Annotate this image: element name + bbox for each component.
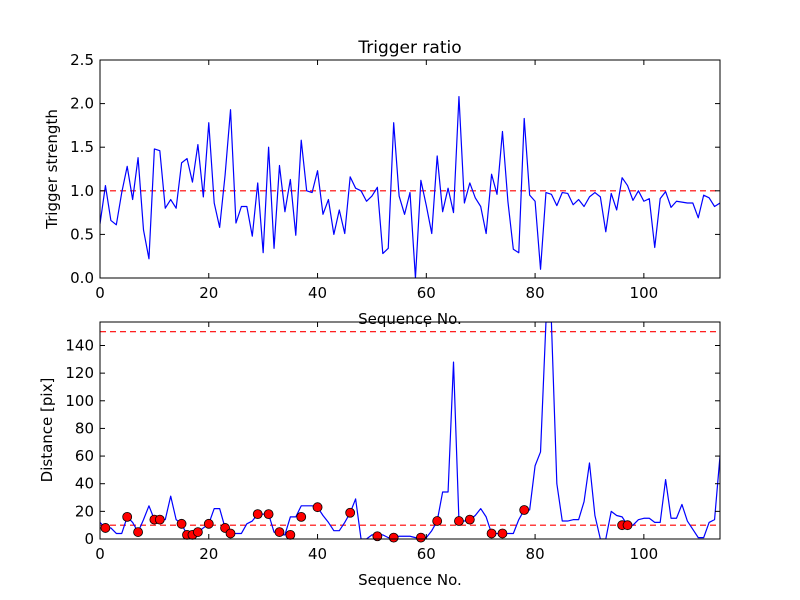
- top-x-tick-label: 100: [630, 284, 659, 302]
- bottom-y-tick-label: 20: [75, 502, 94, 520]
- bottom-marker-point: [176, 518, 187, 529]
- top-x-tick-label: 20: [199, 284, 218, 302]
- trigger-ratio-chart: Trigger ratio 0 20 40 60 80 100 0.0 0.5 1.0 1.5 2.…: [43, 38, 721, 328]
- bottom-y-tick-label: 0: [84, 530, 94, 548]
- chart-title: Trigger ratio: [357, 38, 461, 58]
- bottom-marker-point: [252, 509, 263, 520]
- bottom-y-tick-label: 120: [65, 364, 94, 382]
- bottom-x-axis-label: Sequence No.: [358, 571, 462, 589]
- bottom-marker-point: [486, 528, 497, 539]
- bottom-marker-point: [263, 509, 274, 520]
- bottom-marker-point: [497, 528, 508, 539]
- top-ticks: 0 20 40 60 80 100 0.0 0.5 1.0 1.5 2.0 2.5: [70, 51, 720, 302]
- top-y-tick-label: 2.0: [70, 95, 94, 113]
- bottom-marker-point: [133, 527, 143, 537]
- bottom-x-tick-label: 40: [308, 545, 327, 563]
- bottom-y-tick-label: 140: [65, 336, 94, 354]
- bottom-marker-point: [454, 516, 464, 526]
- bottom-marker-point: [415, 532, 426, 543]
- bottom-marker-point: [622, 520, 633, 531]
- top-series-line-0: [100, 96, 720, 278]
- top-axes-frame: [99, 59, 721, 279]
- top-y-tick-label: 1.0: [70, 182, 94, 200]
- top-y-tick-label: 0.0: [70, 269, 94, 287]
- bottom-series-line-0: [100, 322, 720, 539]
- top-y-axis-label: Trigger strength: [43, 109, 61, 230]
- bottom-y-axis-label: Distance [pix]: [38, 378, 56, 483]
- bottom-x-tick-label: 0: [95, 545, 105, 563]
- top-x-tick-label: 40: [308, 284, 327, 302]
- bottom-x-tick-label: 20: [199, 545, 218, 563]
- bottom-marker-point: [372, 531, 383, 542]
- bottom-y-tick-label: 80: [75, 419, 94, 437]
- bottom-x-tick-label: 80: [526, 545, 545, 563]
- distance-plot-area: [100, 322, 720, 543]
- top-x-tick-label: 60: [417, 284, 436, 302]
- bottom-x-tick-label: 100: [630, 545, 659, 563]
- bottom-marker-point: [122, 511, 133, 522]
- bottom-marker-point: [464, 514, 475, 525]
- top-x-tick-label: 0: [95, 284, 105, 302]
- bottom-marker-point: [519, 505, 530, 515]
- bottom-marker-point: [203, 518, 214, 529]
- bottom-y-tick-label: 40: [75, 475, 94, 493]
- bottom-y-tick-label: 60: [75, 447, 94, 465]
- bottom-marker-point: [388, 532, 399, 543]
- bottom-marker-point: [296, 511, 307, 522]
- bottom-marker-point: [154, 514, 165, 525]
- top-x-axis-label: Sequence No.: [358, 310, 462, 328]
- top-y-tick-label: 0.5: [70, 225, 94, 243]
- bottom-marker-point: [100, 523, 111, 533]
- bottom-marker-point: [345, 507, 356, 518]
- top-y-tick-label: 1.5: [70, 138, 94, 156]
- bottom-marker-point: [225, 528, 236, 539]
- bottom-marker-point: [285, 529, 296, 540]
- bottom-axes-frame: [99, 321, 721, 540]
- top-y-tick-label: 2.5: [70, 51, 94, 69]
- bottom-marker-point: [192, 527, 203, 537]
- bottom-marker-point: [274, 527, 285, 537]
- bottom-marker-point: [312, 502, 323, 513]
- distance-chart: 0 20 40 60 80 100 0 20 40 60 80 100 120 140 Sequence …: [38, 321, 721, 589]
- bottom-marker-point: [432, 516, 443, 526]
- bottom-ticks: 0 20 40 60 80 100 0 20 40 60 80 100 120 140: [65, 322, 720, 563]
- bottom-y-tick-label: 100: [65, 392, 94, 410]
- top-x-tick-label: 80: [526, 284, 545, 302]
- bottom-x-tick-label: 60: [417, 545, 436, 563]
- trigger-plot-area: [100, 96, 720, 278]
